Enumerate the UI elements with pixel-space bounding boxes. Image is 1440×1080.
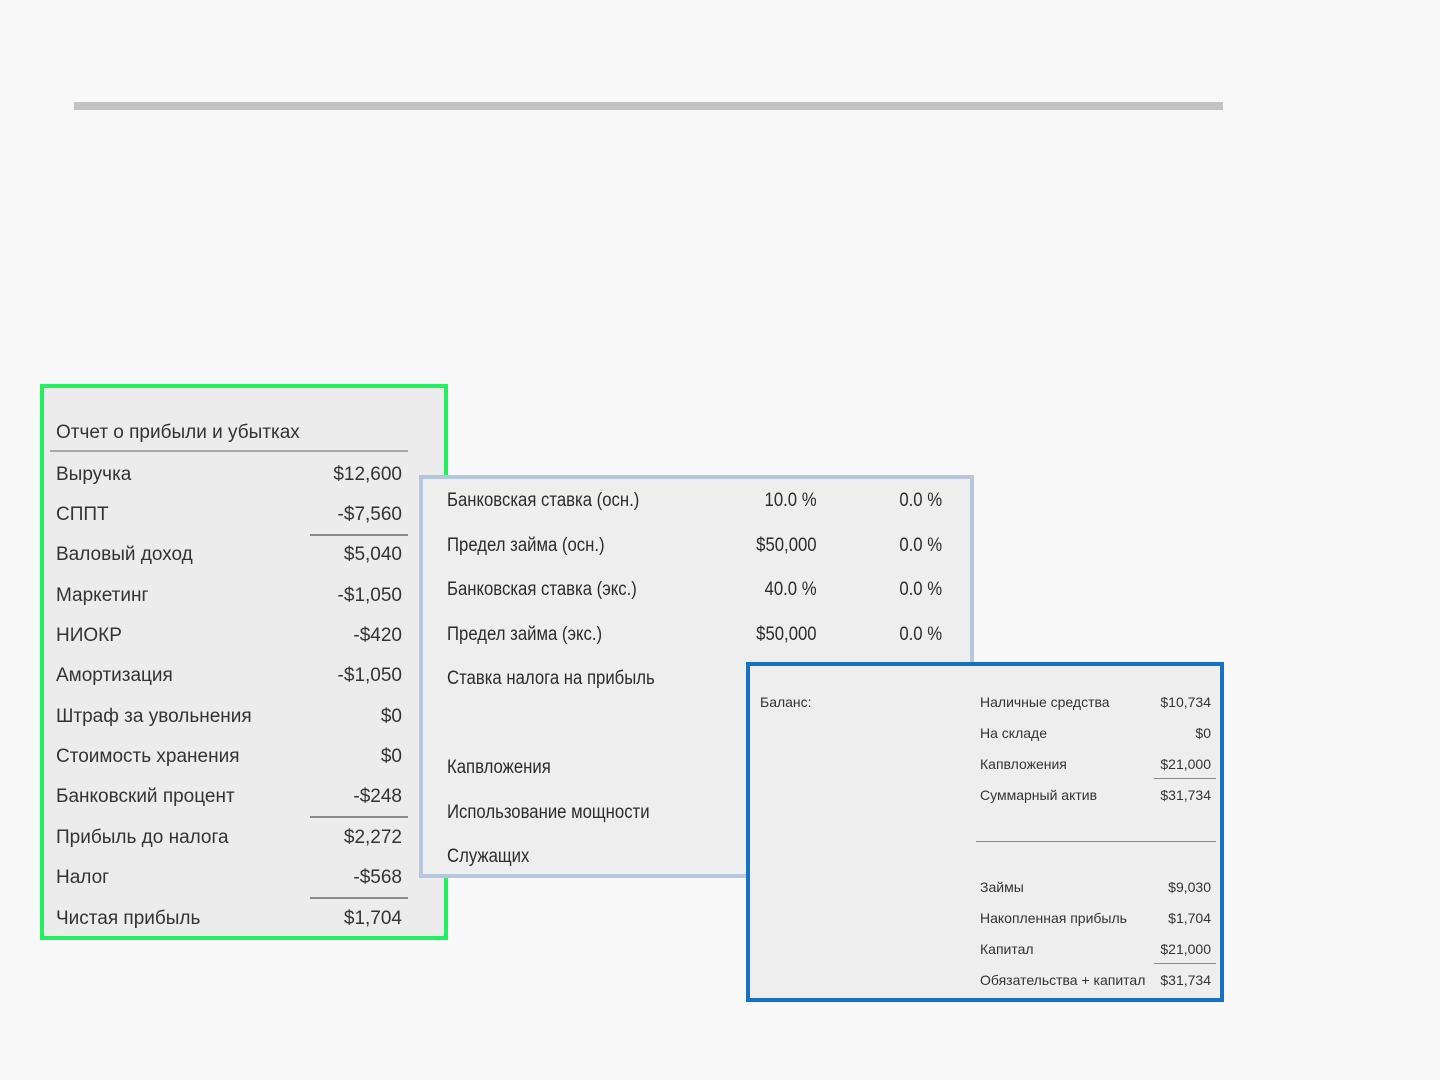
bank-row-base-limit: Предел займа (осн.) $50,000 0.0 %	[447, 531, 943, 561]
row-label: НИОКР	[56, 625, 122, 646]
row-label: Чистая прибыль	[56, 908, 201, 929]
balance-row-cash: Наличные средства $10,734	[980, 690, 1216, 714]
income-row-rnd: НИОКР -$420	[56, 620, 402, 652]
row-value: 10.0 %	[764, 490, 817, 511]
row-value: $50,000	[756, 535, 817, 556]
row-value: -$420	[353, 625, 402, 646]
row-label: Наличные средства	[980, 694, 1110, 710]
row-label: Банковская ставка (экс.)	[447, 579, 637, 600]
row-value: $5,040	[343, 544, 402, 565]
row-label: Амортизация	[56, 665, 173, 686]
row-label: Налог	[56, 867, 110, 888]
income-statement-panel: Отчет о прибыли и убытках Выручка $12,60…	[40, 384, 448, 940]
income-row-layoff-penalty: Штраф за увольнения $0	[56, 701, 402, 733]
income-row-storage-cost: Стоимость хранения $0	[56, 741, 402, 773]
row-label: На складе	[980, 725, 1047, 741]
section-divider	[976, 841, 1216, 842]
row-label: Служащих	[447, 846, 530, 867]
income-row-depreciation: Амортизация -$1,050	[56, 660, 402, 692]
row-label: СППТ	[56, 504, 109, 525]
income-row-gross-profit: Валовый доход $5,040	[56, 539, 402, 571]
row-value: $21,000	[1160, 941, 1211, 957]
subtotal-divider	[310, 534, 408, 536]
balance-row-inventory: На складе $0	[980, 721, 1216, 745]
balance-row-total-assets: Суммарный актив $31,734	[980, 783, 1216, 807]
row-value: $1,704	[343, 908, 402, 929]
row-label: Штраф за увольнения	[56, 706, 252, 727]
balance-row-liabilities-equity: Обязательства + капитал $31,734	[980, 968, 1216, 992]
row-value: $21,000	[1160, 756, 1211, 772]
row-label: Прибыль до налога	[56, 827, 229, 848]
income-row-revenue: Выручка $12,600	[56, 459, 402, 491]
row-label: Выручка	[56, 464, 132, 485]
row-value: $31,734	[1160, 972, 1211, 988]
row-label: Банковская ставка (осн.)	[447, 490, 640, 511]
row-value: -$1,050	[337, 665, 402, 686]
bank-row-emergency-rate: Банковская ставка (экс.) 40.0 % 0.0 %	[447, 575, 943, 605]
bank-row-tax-rate: Ставка налога на прибыль	[447, 664, 940, 694]
subtotal-divider	[1154, 963, 1216, 964]
row-label: Капвложения	[980, 756, 1067, 772]
row-value: $12,600	[333, 464, 402, 485]
title-divider	[50, 450, 408, 452]
bank-row-base-rate: Банковская ставка (осн.) 10.0 % 0.0 %	[447, 486, 943, 516]
row-label: Валовый доход	[56, 544, 193, 565]
income-row-cogs: СППТ -$7,560	[56, 499, 402, 531]
income-row-tax: Налог -$568	[56, 862, 402, 894]
income-row-net-profit: Чистая прибыль $1,704	[56, 903, 402, 935]
row-value: $10,734	[1160, 694, 1211, 710]
income-row-pretax-profit: Прибыль до налога $2,272	[56, 822, 402, 854]
bank-row-emergency-limit: Предел займа (экс.) $50,000 0.0 %	[447, 620, 943, 650]
row-value: -$1,050	[337, 585, 402, 606]
row-label: Капвложения	[447, 757, 551, 778]
income-row-marketing: Маркетинг -$1,050	[56, 580, 402, 612]
balance-sheet-title: Баланс:	[760, 694, 812, 710]
row-value: $50,000	[756, 624, 817, 645]
row-value: $1,704	[1168, 910, 1211, 926]
row-label: Ставка налога на прибыль	[447, 668, 655, 689]
row-label: Стоимость хранения	[56, 746, 240, 767]
row-value: $0	[380, 706, 402, 727]
row-label: Предел займа (осн.)	[447, 535, 605, 556]
bank-row-capacity-usage: Использование мощности	[447, 798, 940, 828]
income-row-bank-interest: Банковский процент -$248	[56, 781, 402, 813]
row-label: Обязательства + капитал	[980, 972, 1146, 988]
row-value: -$248	[353, 786, 402, 807]
row-value: $9,030	[1168, 879, 1211, 895]
row-label: Займы	[980, 879, 1024, 895]
balance-row-retained-earnings: Накопленная прибыль $1,704	[980, 906, 1216, 930]
row-value: $0	[1195, 725, 1211, 741]
balance-sheet-panel: Баланс: Наличные средства $10,734 На скл…	[746, 662, 1224, 1002]
bank-row-capex: Капвложения	[447, 753, 940, 783]
row-label: Предел займа (экс.)	[447, 624, 603, 645]
balance-row-capex: Капвложения $21,000	[980, 752, 1216, 776]
row-value: 40.0 %	[764, 579, 817, 600]
row-value: $2,272	[343, 827, 402, 848]
row-label: Банковский процент	[56, 786, 235, 807]
balance-row-capital: Капитал $21,000	[980, 937, 1216, 961]
row-change: 0.0 %	[899, 579, 943, 600]
row-label: Капитал	[980, 941, 1034, 957]
row-label: Использование мощности	[447, 802, 650, 823]
row-label: Накопленная прибыль	[980, 910, 1127, 926]
row-label: Маркетинг	[56, 585, 149, 606]
row-value: -$568	[353, 867, 402, 888]
row-value: $31,734	[1160, 787, 1211, 803]
row-change: 0.0 %	[899, 535, 943, 556]
subtotal-divider	[310, 897, 408, 899]
row-label: Суммарный актив	[980, 787, 1098, 803]
bank-row-employees: Служащих	[447, 842, 940, 872]
row-value: $0	[380, 746, 402, 767]
row-change: 0.0 %	[899, 624, 943, 645]
balance-row-loans: Займы $9,030	[980, 875, 1216, 899]
subtotal-divider	[1154, 778, 1216, 779]
subtotal-divider	[310, 816, 408, 818]
income-statement-title: Отчет о прибыли и убытках	[56, 422, 300, 443]
row-change: 0.0 %	[899, 490, 943, 511]
row-value: -$7,560	[337, 504, 402, 525]
header-divider	[74, 102, 1223, 110]
